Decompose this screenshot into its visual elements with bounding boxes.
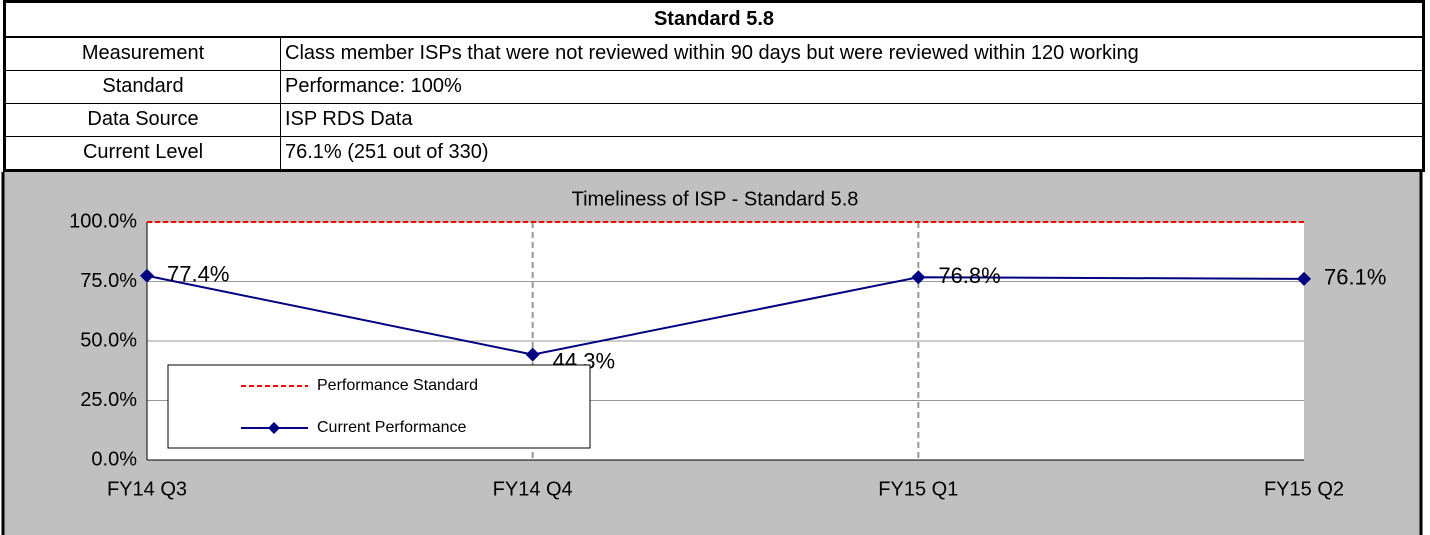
data-label: 76.1% — [1324, 265, 1386, 290]
row-value: 76.1% (251 out of 330) — [280, 135, 1424, 172]
chart-title: Timeliness of ISP - Standard 5.8 — [572, 188, 859, 210]
point-marker — [140, 268, 154, 283]
y-tick-label: 75.0% — [80, 270, 137, 292]
row-value: Class member ISPs that were not reviewed… — [280, 36, 1424, 71]
x-tick-label: FY15 Q1 — [878, 478, 958, 500]
y-tick-label: 25.0% — [80, 389, 137, 411]
data-label: 77.4% — [167, 262, 229, 287]
legend-marker — [268, 422, 280, 434]
point-marker — [1297, 271, 1311, 286]
y-tick-label: 100.0% — [69, 210, 137, 232]
x-tick-label: FY15 Q2 — [1264, 478, 1344, 500]
chart: Timeliness of ISP - Standard 5.8 0.0% 25.… — [1, 172, 1423, 535]
legend-label: Performance Standard — [317, 377, 478, 394]
point-marker — [525, 347, 540, 362]
y-tick-label: 50.0% — [80, 329, 137, 351]
row-label: Measurement — [4, 36, 281, 71]
legend-label: Current Performance — [317, 419, 466, 436]
standard-table: Standard 5.8 Measurement Class member ISP… — [3, 0, 1425, 172]
row-label: Standard — [4, 69, 281, 104]
x-tick-label: FY14 Q4 — [493, 478, 573, 500]
y-tick-label: 0.0% — [91, 448, 137, 470]
row-label: Current Level — [4, 135, 281, 172]
data-label: 76.8% — [938, 263, 1000, 288]
row-value: ISP RDS Data — [280, 102, 1424, 137]
table-title: Standard 5.8 — [4, 0, 1424, 38]
series-line — [146, 274, 1305, 356]
row-label: Data Source — [4, 102, 281, 137]
row-value: Performance: 100% — [280, 69, 1424, 104]
x-tick-label: FY14 Q3 — [107, 478, 187, 500]
point-marker — [911, 270, 926, 285]
legend-box — [167, 364, 591, 449]
